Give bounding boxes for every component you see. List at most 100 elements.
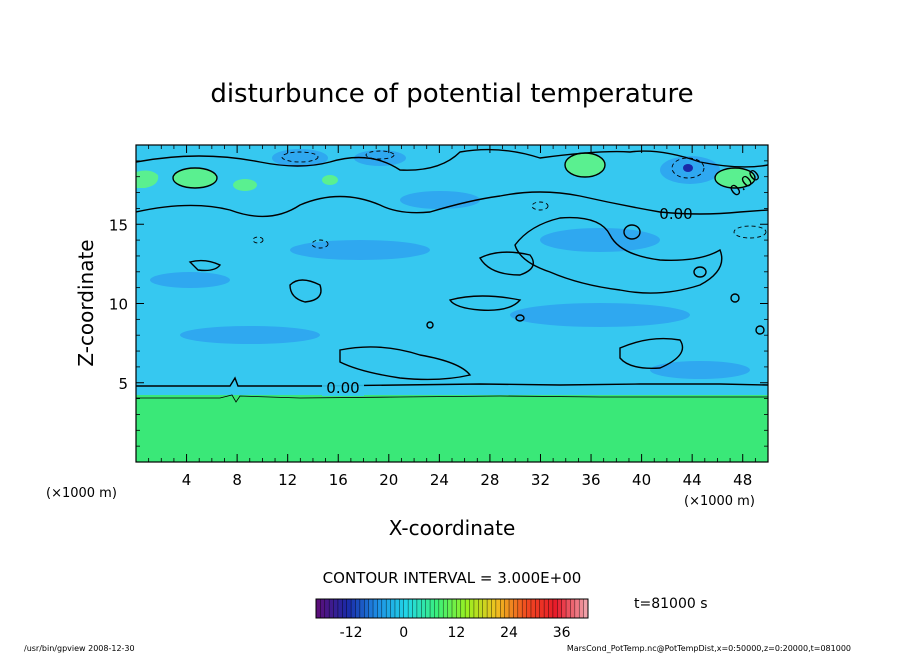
contour-region — [755, 325, 765, 335]
colorbar-cell — [359, 599, 365, 618]
colorbar-cell — [522, 599, 527, 618]
colorbar-cell — [416, 599, 422, 618]
colorbar-cell — [491, 599, 497, 618]
colorbar-cell — [342, 599, 348, 618]
colorbar-cell — [561, 599, 567, 618]
colorbar-cell — [517, 599, 523, 618]
contour-region — [693, 266, 707, 278]
colorbar-cell — [364, 599, 369, 618]
contour-region — [514, 216, 723, 294]
colorbar-cell — [452, 599, 457, 618]
colorbar-ticks: -12 0 12 24 36 — [340, 625, 571, 641]
x-tick-label: 32 — [531, 471, 550, 489]
colorbar-cell — [535, 599, 541, 618]
colorbar-cell — [478, 599, 484, 618]
positive-patch — [715, 168, 755, 188]
colorbar-cell — [544, 599, 549, 618]
contour-zero-lower — [136, 376, 768, 387]
colorbar-cell — [460, 599, 466, 618]
colorbar-cell — [579, 599, 584, 618]
colorbar-cell — [509, 599, 514, 618]
colorbar-cell — [390, 599, 396, 618]
contour-region — [619, 337, 684, 369]
contour-zero-mid — [136, 191, 768, 218]
colorbar-cell — [500, 599, 505, 618]
colorbar-cell — [465, 599, 470, 618]
colorbar-cell — [548, 599, 554, 618]
x-tick-label: 28 — [480, 471, 499, 489]
negative-patch — [150, 272, 230, 288]
negative-patch — [540, 228, 660, 252]
colorbar-cell — [430, 599, 435, 618]
colorbar-tick-label: 36 — [553, 625, 571, 641]
negative-contour — [671, 157, 705, 179]
positive-patch — [322, 175, 338, 185]
colorbar-cell — [473, 599, 479, 618]
contour-layer-top — [136, 394, 768, 403]
colorbar-cell — [552, 599, 558, 618]
colorbar-cell — [513, 599, 519, 618]
negative-contour — [365, 150, 395, 160]
contour-lines — [136, 148, 768, 403]
negative-contour — [311, 239, 329, 249]
colorbar-cell — [351, 599, 356, 618]
contour-region — [623, 224, 641, 240]
x-tick-label: 40 — [632, 471, 651, 489]
y-axis-label: Z-coordinate — [74, 239, 98, 366]
footer-left: /usr/bin/gpview 2008-12-30 — [24, 644, 135, 653]
x-tick-label: 4 — [182, 471, 192, 489]
x-tick-label: 12 — [278, 471, 297, 489]
colorbar-cell — [320, 599, 326, 618]
contour-zero-upper — [136, 148, 768, 171]
contour-region — [426, 321, 434, 329]
colorbar-cell — [434, 599, 440, 618]
contour-region — [564, 152, 606, 178]
colorbar-cell — [438, 599, 444, 618]
colorbar-tick-label: 12 — [447, 625, 465, 641]
colorbar-cell — [412, 599, 418, 618]
colorbar-cell — [346, 599, 352, 618]
colorbar-cell — [408, 599, 413, 618]
colorbar-tick-label: -12 — [340, 625, 363, 641]
colorbar-cell — [469, 599, 475, 618]
colorbar-tick-label: 0 — [399, 625, 408, 641]
contour-region — [730, 293, 740, 303]
contour-region — [339, 346, 472, 381]
strong-negative-spot — [683, 164, 693, 172]
colorbar-cell — [526, 599, 532, 618]
contour-region — [448, 295, 522, 311]
colorbar-cell — [539, 599, 545, 618]
x-tick-label: 36 — [581, 471, 600, 489]
contour-label: 0.00 — [326, 379, 359, 397]
colorbar-cell — [425, 599, 431, 618]
colorbar-cell — [443, 599, 448, 618]
colorbar-cell — [324, 599, 330, 618]
colorbar-cell — [487, 599, 492, 618]
negative-patch — [400, 191, 480, 209]
positive-patch — [565, 153, 605, 177]
colorbar-cell — [394, 599, 400, 618]
colorbar-cell — [495, 599, 501, 618]
y-tick-label: 10 — [109, 296, 128, 314]
x-unit-left: (×1000 m) — [46, 486, 117, 501]
time-label: t=81000 s — [634, 596, 708, 612]
negative-contour — [281, 151, 319, 163]
colorbar-cell — [557, 599, 562, 618]
colorbar-cell — [583, 599, 589, 618]
colorbar-cell — [355, 599, 361, 618]
negative-patch — [290, 240, 430, 260]
colorbar-cell — [421, 599, 426, 618]
x-tick-label: 8 — [232, 471, 242, 489]
plot-area — [136, 145, 768, 462]
colorbar-cell — [337, 599, 343, 618]
footer-right: MarsCond_PotTemp.nc@PotTempDist,x=0:5000… — [567, 644, 851, 653]
colorbar-cell — [574, 599, 580, 618]
colorbar — [315, 599, 589, 618]
x-axis-label: X-coordinate — [389, 516, 516, 540]
negative-contour — [252, 236, 264, 244]
colorbar-frame — [315, 598, 589, 619]
chart-title: disturbunce of potential temperature — [210, 79, 693, 109]
colorbar-cell — [329, 599, 334, 618]
contour-region — [479, 251, 534, 276]
